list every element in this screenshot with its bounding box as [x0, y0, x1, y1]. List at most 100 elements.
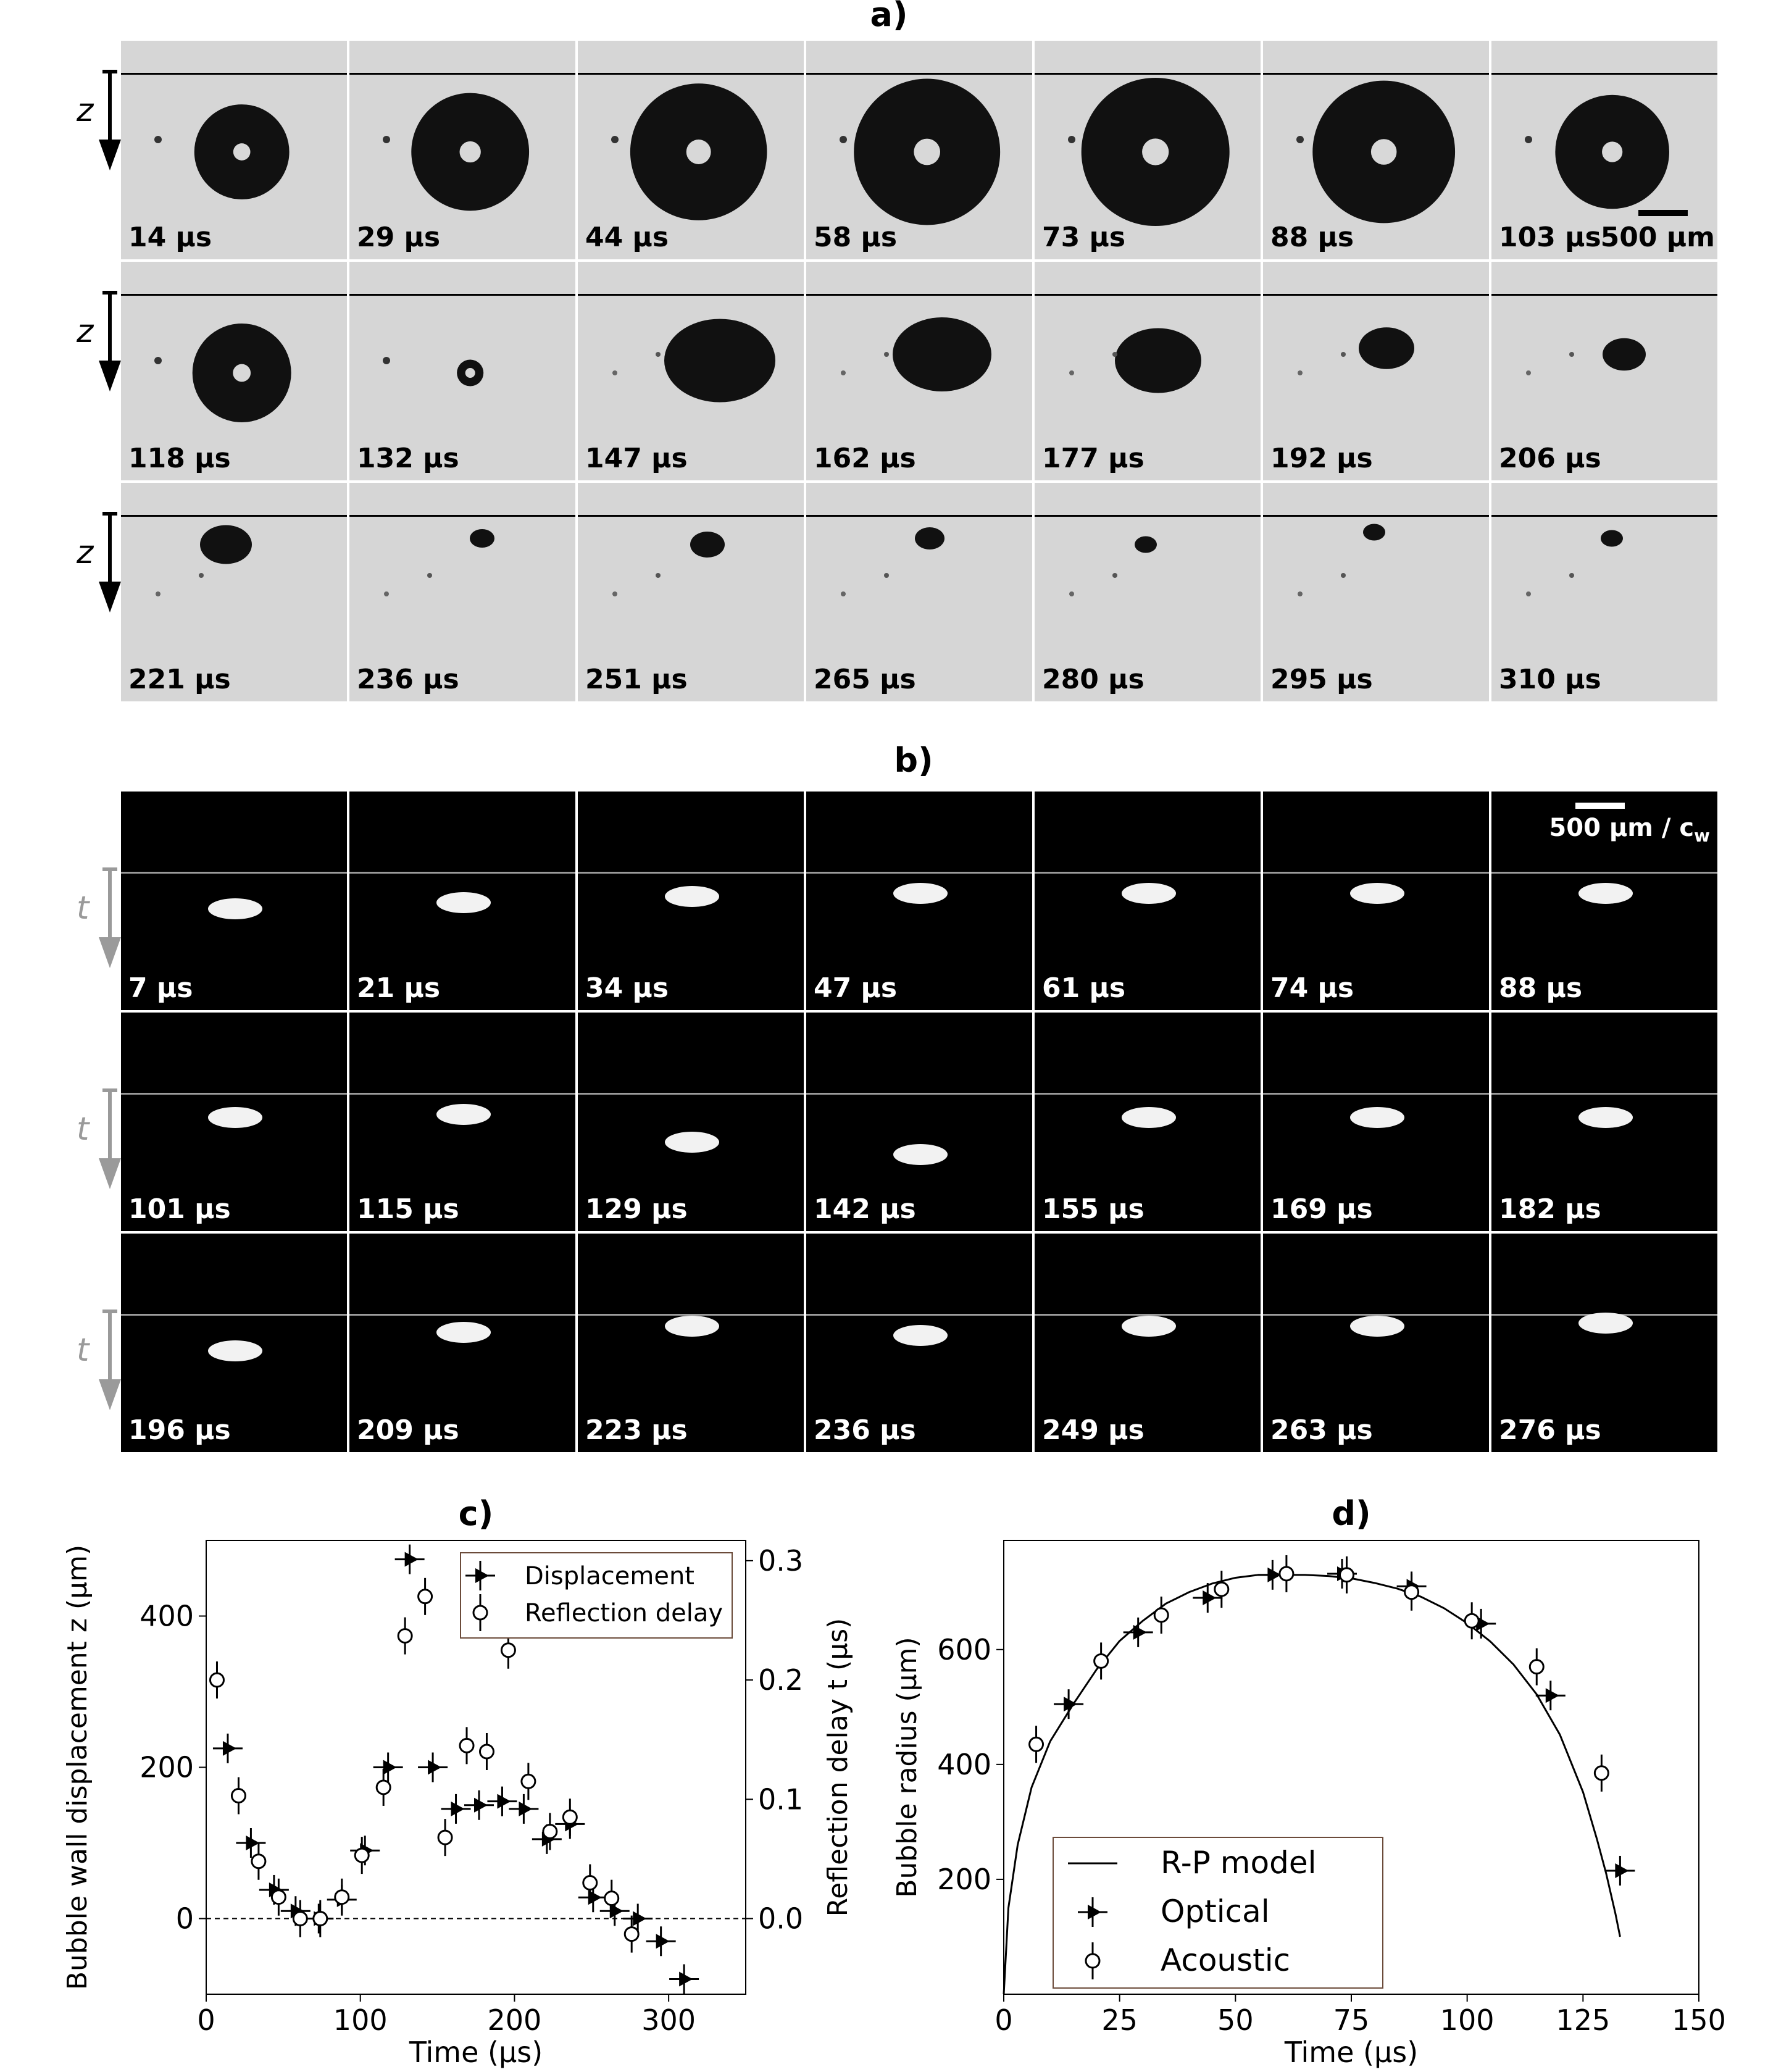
- arrow-head: [99, 937, 121, 968]
- radius-chart: d) 0 25 50 75 100 125 150 200 400 600 Time (µs) Bubb…: [891, 1494, 1726, 2069]
- frame-image: [1296, 80, 1456, 223]
- frame-time-label: 101 µs: [128, 1193, 231, 1225]
- marker: [1064, 1697, 1078, 1712]
- bubble-highlight: [1370, 139, 1397, 165]
- arrow-head: [99, 361, 121, 391]
- frame-time-label: 21 µs: [357, 972, 441, 1004]
- y-right-tick-label: 0.3: [758, 1544, 803, 1577]
- frame-time-label: 88 µs: [1270, 222, 1354, 253]
- echo-blob: [665, 1316, 719, 1337]
- frame-image: [208, 1340, 262, 1361]
- marker: [222, 1740, 236, 1756]
- debris: [384, 591, 389, 596]
- displacement-point: [394, 1544, 425, 1574]
- reflection-delay-point: [312, 1900, 328, 1937]
- acoustic-frame: 169 µs: [1263, 1013, 1489, 1231]
- reference-line: [1035, 872, 1261, 874]
- reflection-delay-point: [230, 1777, 246, 1815]
- frame-time-label: 58 µs: [814, 222, 898, 253]
- scale-bar-subscript: w: [1694, 825, 1710, 846]
- frame-image: [208, 898, 262, 919]
- frame-image: [1350, 1107, 1404, 1128]
- marker: [270, 1889, 286, 1905]
- axis-symbol: t: [77, 890, 90, 927]
- reference-line: [1263, 294, 1489, 296]
- panel-a-title: a): [870, 0, 908, 34]
- debris: [612, 591, 617, 596]
- optical-frame: 310 µs: [1491, 483, 1717, 701]
- frame-time-label: 192 µs: [1270, 443, 1373, 474]
- frame-time-label: 295 µs: [1270, 664, 1373, 695]
- legend-acoustic-label: Acoustic: [1161, 1942, 1290, 1978]
- frame-image: [840, 78, 1001, 225]
- echo-blob: [1122, 1316, 1176, 1337]
- echo-blob: [436, 1104, 491, 1125]
- debris: [656, 352, 661, 357]
- bubble-highlight: [465, 368, 475, 378]
- x-tick-label: 0: [197, 2003, 215, 2037]
- axis-arrow: t: [77, 867, 121, 968]
- marker: [1153, 1607, 1169, 1623]
- displacement-point: [212, 1733, 243, 1763]
- arrow-head: [99, 140, 121, 170]
- reflection-delay-point: [334, 1878, 350, 1916]
- y-tick-label: 0: [176, 1902, 194, 1936]
- debris: [1526, 591, 1531, 596]
- charts-area: c) 0 100 200 300 0 200 400 0.0 0.1 0.2 0.3 Time (µs)…: [0, 1482, 1726, 2072]
- frame-time-label: 103 µs: [1499, 222, 1601, 253]
- bubble-highlight: [914, 138, 941, 165]
- marker: [397, 1628, 413, 1644]
- echo-blob: [665, 886, 719, 907]
- y-tick-label: 400: [140, 1600, 194, 1633]
- frame-image: [611, 83, 767, 220]
- echo-blob: [893, 1325, 948, 1346]
- displacement-point: [418, 1752, 448, 1782]
- echo-blob: [893, 1144, 948, 1165]
- axis-symbol: t: [77, 1332, 90, 1369]
- x-tick-label: 25: [1101, 2003, 1138, 2037]
- optical-frame: 265 µs: [806, 483, 1032, 701]
- panel-b-title: b): [894, 741, 933, 780]
- marker: [1267, 1567, 1282, 1582]
- reflection-delay-point: [209, 1661, 225, 1699]
- debris: [1068, 136, 1075, 143]
- debris: [1569, 352, 1574, 357]
- reference-line: [1263, 1093, 1489, 1095]
- legend-box: [460, 1552, 733, 1639]
- acoustic-frame: 88 µs 500 µm / cw: [1491, 792, 1717, 1010]
- chart-title: c): [459, 1494, 494, 1533]
- optical-frame: 162 µs: [806, 262, 1032, 480]
- displacement-point: [236, 1828, 266, 1858]
- echo-blob: [208, 1340, 262, 1361]
- reference-line: [578, 73, 804, 75]
- marker: [520, 1773, 536, 1789]
- displacement-point: [373, 1752, 403, 1782]
- optical-frame: 280 µs: [1035, 483, 1261, 701]
- reference-line: [121, 73, 347, 75]
- frame-time-label: 265 µs: [814, 664, 916, 695]
- acoustic-frame: 196 µs: [121, 1234, 347, 1452]
- reflection-delay-point: [542, 1813, 558, 1850]
- displacement-point: [646, 1926, 676, 1957]
- frame-image: [1122, 1316, 1176, 1337]
- reference-line: [1491, 1093, 1717, 1095]
- reference-line: [1263, 872, 1489, 874]
- reflection-delay-point: [582, 1864, 598, 1902]
- frame-image: [208, 1107, 262, 1128]
- frame-image: [436, 892, 491, 913]
- optical-frame: 88 µs: [1263, 41, 1489, 259]
- collapsed-bubble: [1115, 328, 1201, 393]
- marker: [230, 1787, 246, 1803]
- frame-time-label: 206 µs: [1499, 443, 1601, 474]
- axis-arrow: z: [76, 512, 121, 612]
- debris: [841, 370, 846, 375]
- marker: [562, 1809, 578, 1825]
- marker: [292, 1911, 308, 1926]
- scale-bar-text: 500 µm / c: [1549, 814, 1695, 842]
- frame-time-label: 251 µs: [585, 664, 688, 695]
- marker: [251, 1853, 267, 1869]
- reflection-delay-point: [251, 1842, 267, 1880]
- optical-frame: 236 µs: [349, 483, 575, 701]
- axis-symbol: z: [76, 313, 94, 350]
- frame-image: [612, 319, 775, 403]
